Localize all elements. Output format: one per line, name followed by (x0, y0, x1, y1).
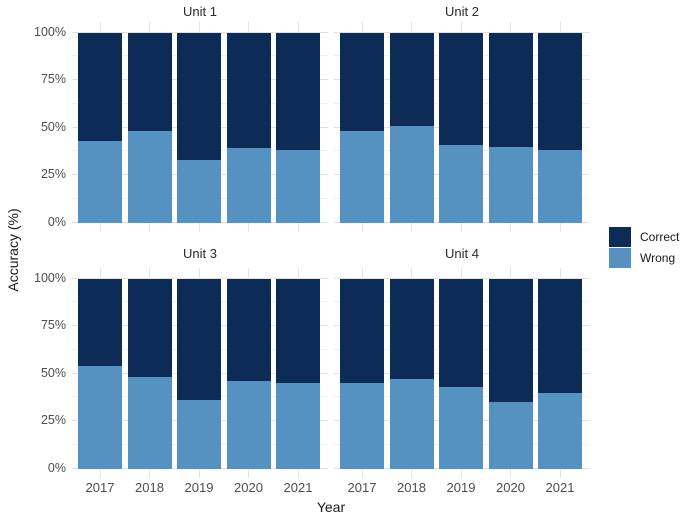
bar-unit1-2017 (78, 32, 122, 223)
x-axis-tick-label: 2018 (135, 480, 164, 495)
legend-item-correct: Correct (609, 227, 679, 247)
bar-unit2-2020 (488, 32, 533, 223)
x-axis-tick-label: 2019 (184, 480, 214, 495)
gridline-horizontal-major (72, 277, 328, 279)
bar-unit3-2020 (226, 278, 271, 469)
x-axis-tick-label: 2017 (347, 480, 377, 495)
bar-unit4-2021 (538, 278, 582, 469)
x-axis-tick-label: 2021 (283, 480, 313, 495)
x-axis-tick-label: 2019 (446, 480, 476, 495)
bar-segment-wrong (226, 381, 271, 469)
gridline-horizontal-major (334, 277, 590, 279)
facet-panel-unit-4 (334, 268, 590, 478)
bar-unit2-2021 (538, 32, 582, 223)
legend-key-correct-swatch (609, 227, 631, 247)
facet-panel-unit-1 (72, 22, 328, 232)
bar-unit2-2019 (439, 32, 483, 223)
bar-unit3-2017 (78, 278, 122, 469)
y-axis-tick-label: 50% (40, 119, 66, 134)
bar-unit1-2020 (226, 32, 271, 223)
legend-item-wrong: Wrong (609, 248, 679, 268)
bar-segment-wrong (226, 148, 271, 223)
bar-unit1-2019 (177, 32, 221, 223)
bar-unit3-2021 (276, 278, 320, 469)
bar-segment-wrong (78, 140, 122, 223)
x-axis-tick-label: 2017 (85, 480, 115, 495)
legend-label-wrong: Wrong (640, 251, 676, 265)
bar-unit4-2019 (439, 278, 483, 469)
bar-segment-wrong (177, 159, 221, 223)
y-axis-tick-label: 75% (40, 318, 66, 332)
x-axis-tick-label: 2020 (234, 480, 263, 495)
y-axis-tick-label: 25% (40, 413, 66, 427)
bar-segment-wrong (389, 125, 434, 223)
bar-segment-wrong (340, 131, 384, 223)
bar-segment-wrong (276, 383, 320, 469)
bar-segment-wrong (340, 383, 384, 469)
bar-segment-wrong (488, 146, 533, 223)
bar-segment-wrong (439, 386, 483, 469)
facet-title-unit-1: Unit 1 (183, 3, 217, 19)
bar-unit4-2017 (340, 278, 384, 469)
bar-unit3-2018 (127, 278, 172, 469)
bar-unit4-2020 (488, 278, 533, 469)
y-axis-tick-label: 75% (40, 72, 66, 86)
x-axis-title: Year (316, 499, 346, 515)
bar-segment-wrong (78, 365, 122, 469)
bar-segment-wrong (538, 150, 582, 223)
bar-unit4-2018 (389, 278, 434, 469)
x-axis-tick-label: 2020 (496, 480, 525, 495)
bar-segment-wrong (177, 400, 221, 469)
bar-segment-wrong (538, 392, 582, 469)
bar-unit2-2018 (389, 32, 434, 223)
y-axis-tick-label: 100% (34, 24, 66, 39)
legend-key-wrong-swatch (609, 248, 631, 268)
facet-title-unit-3: Unit 3 (183, 245, 217, 261)
bar-segment-wrong (488, 402, 533, 469)
bar-unit1-2018 (127, 32, 172, 223)
y-axis-tick-label: 0% (47, 460, 66, 475)
y-axis-tick-label: 25% (40, 167, 66, 181)
gridline-horizontal-major (334, 31, 590, 33)
y-axis-tick-label: 0% (47, 214, 66, 229)
bar-unit3-2019 (177, 278, 221, 469)
x-axis-tick-label: 2018 (397, 480, 426, 495)
facet-panel-unit-3 (72, 268, 328, 478)
bar-segment-wrong (276, 150, 320, 223)
legend-label-correct: Correct (640, 230, 680, 244)
y-axis-tick-label: 100% (34, 270, 66, 285)
bar-segment-wrong (439, 144, 483, 223)
bar-segment-wrong (389, 379, 434, 469)
facet-title-unit-4: Unit 4 (445, 245, 479, 261)
x-axis-tick-label: 2021 (545, 480, 575, 495)
facet-title-unit-2: Unit 2 (445, 3, 479, 19)
bar-segment-wrong (127, 377, 172, 469)
bar-unit1-2021 (276, 32, 320, 223)
bar-unit2-2017 (340, 32, 384, 223)
gridline-horizontal-major (72, 31, 328, 33)
bar-segment-wrong (127, 131, 172, 223)
legend: Correct Wrong (609, 227, 679, 269)
y-axis-tick-label: 50% (40, 365, 66, 380)
facet-panel-unit-2 (334, 22, 590, 232)
